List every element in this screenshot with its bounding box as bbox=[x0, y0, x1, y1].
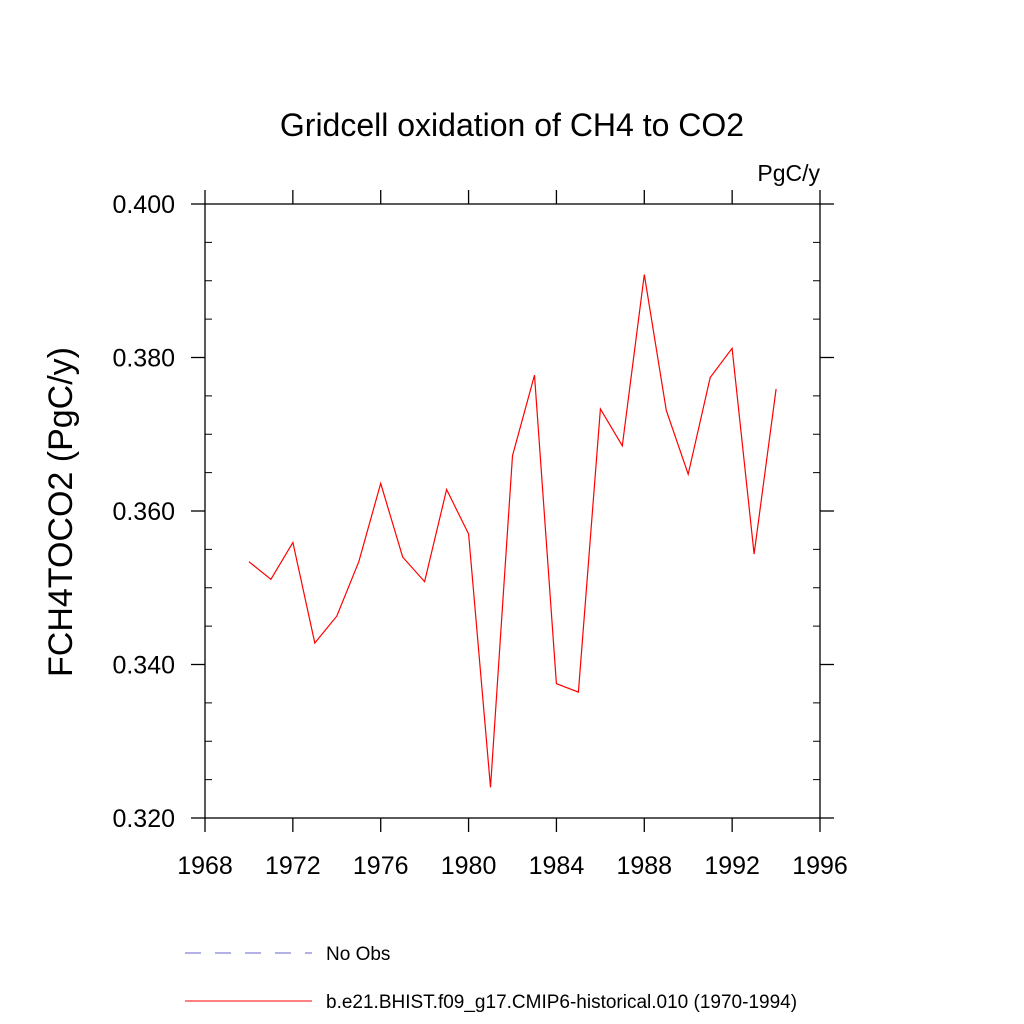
x-tick-label: 1968 bbox=[177, 852, 233, 880]
units-label: PgC/y bbox=[757, 160, 820, 186]
plot-frame bbox=[204, 203, 821, 819]
y-axis-title: FCH4TOCO2 (PgC/y) bbox=[42, 347, 80, 677]
series-line bbox=[248, 274, 777, 788]
axis-tick-labels: 1968 1972 1976 1980 1984 1988 1992 1996 0.320 0.3… bbox=[112, 191, 847, 880]
legend-label: b.e21.BHIST.f09_g17.CMIP6-historical.010… bbox=[326, 992, 797, 1013]
y-tick-label: 0.400 bbox=[112, 191, 175, 219]
y-tick-label: 0.380 bbox=[112, 345, 175, 373]
y-tick-label: 0.360 bbox=[112, 498, 175, 526]
y-tick-label: 0.340 bbox=[112, 652, 175, 680]
x-tick-label: 1996 bbox=[792, 852, 848, 880]
series-layer bbox=[248, 274, 777, 788]
chart-title: Gridcell oxidation of CH4 to CO2 bbox=[280, 107, 744, 143]
x-tick-label: 1976 bbox=[353, 852, 409, 880]
x-tick-label: 1984 bbox=[529, 852, 585, 880]
x-tick-label: 1972 bbox=[265, 852, 321, 880]
legend: No Obs b.e21.BHIST.f09_g17.CMIP6-historic… bbox=[185, 944, 797, 1013]
x-tick-label: 1988 bbox=[616, 852, 672, 880]
axis-ticks bbox=[191, 190, 834, 832]
x-tick-label: 1992 bbox=[704, 852, 760, 880]
x-tick-label: 1980 bbox=[441, 852, 497, 880]
y-tick-label: 0.320 bbox=[112, 805, 175, 833]
legend-label: No Obs bbox=[326, 944, 390, 965]
